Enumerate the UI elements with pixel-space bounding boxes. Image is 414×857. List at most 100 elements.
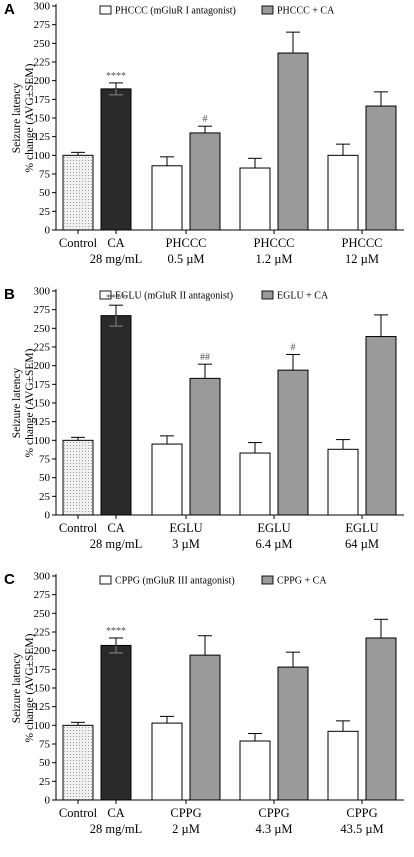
y-tick-label: 125 — [34, 131, 51, 143]
y-tick-label: 275 — [34, 19, 51, 31]
panel-letter: A — [4, 1, 15, 18]
bar-white — [327, 154, 359, 231]
y-axis-label: % change (AVG±SEM) — [24, 633, 36, 742]
bar-white — [151, 722, 183, 801]
bar-gray — [277, 369, 309, 516]
y-tick-label: 75 — [39, 454, 51, 466]
bar-gray — [365, 336, 397, 516]
y-tick-label: 225 — [34, 342, 51, 354]
bar-white — [327, 448, 359, 516]
chart-panel-c: C Seizure latency% change (AVG±SEM) 0 25 50 7… — [4, 571, 404, 836]
y-tick-label: 50 — [39, 187, 51, 199]
x-category-sublabel: 0.5 µM — [167, 252, 204, 266]
significance-annotation: **** — [106, 293, 126, 304]
y-tick-label: 300 — [34, 571, 51, 583]
bar-control — [62, 724, 94, 801]
legend-swatch — [99, 5, 112, 15]
x-category-label: Control — [59, 236, 98, 250]
bar-gray — [277, 52, 309, 231]
bar-white — [151, 165, 183, 231]
y-tick-label: 100 — [34, 720, 51, 732]
chart-panel-a: A Seizure latency% change (AVG±SEM) 0 25 50 7… — [4, 1, 404, 266]
y-tick-label: 225 — [34, 57, 51, 69]
x-category-label: PHCCC — [254, 236, 295, 250]
bar-gray — [365, 105, 397, 231]
y-tick-label: 25 — [39, 776, 51, 788]
bar-control — [62, 154, 94, 231]
x-category-sublabel: 4.3 µM — [255, 822, 292, 836]
y-tick-label: 300 — [34, 1, 51, 13]
x-category-sublabel: 28 mg/mL — [90, 537, 142, 551]
y-tick-label: 0 — [45, 510, 51, 522]
y-tick-label: 0 — [45, 795, 51, 807]
bar-gray — [189, 654, 221, 801]
y-tick-label: 200 — [34, 360, 51, 372]
legend-swatch — [261, 290, 274, 300]
y-tick-label: 275 — [34, 304, 51, 316]
bar-gray — [365, 637, 397, 801]
legend-label: CPPG (mGluR III antagonist) — [115, 576, 235, 587]
significance-annotation: # — [291, 342, 296, 353]
x-category-label: CA — [107, 806, 124, 820]
y-tick-label: 75 — [39, 169, 51, 181]
y-tick-label: 275 — [34, 589, 51, 601]
y-tick-label: 200 — [34, 645, 51, 657]
legend-swatch — [261, 575, 274, 585]
y-tick-label: 100 — [34, 150, 51, 162]
x-category-sublabel: 3 µM — [172, 537, 200, 551]
significance-annotation: **** — [106, 626, 126, 637]
x-category-label: CA — [107, 521, 124, 535]
y-tick-label: 25 — [39, 206, 51, 218]
y-tick-label: 175 — [34, 664, 51, 676]
legend-label: CPPG + CA — [277, 576, 327, 587]
x-category-label: EGLU — [257, 521, 290, 535]
legend-label: EGLU + CA — [277, 291, 329, 302]
bar-dark — [100, 88, 132, 231]
x-category-label: Control — [59, 521, 98, 535]
x-category-sublabel: 6.4 µM — [255, 537, 292, 551]
y-tick-label: 150 — [34, 113, 51, 125]
x-category-sublabel: 64 µM — [345, 537, 379, 551]
y-tick-label: 175 — [34, 94, 51, 106]
bar-gray — [189, 132, 221, 231]
bar-dark — [100, 644, 132, 801]
x-category-sublabel: 28 mg/mL — [90, 252, 142, 266]
y-tick-label: 200 — [34, 75, 51, 87]
y-tick-label: 250 — [34, 323, 51, 335]
y-axis-label: % change (AVG±SEM) — [24, 63, 36, 172]
bar-control — [62, 439, 94, 516]
x-category-label: CA — [107, 236, 124, 250]
x-category-label: Control — [59, 806, 98, 820]
bar-white — [151, 443, 183, 516]
y-tick-label: 150 — [34, 683, 51, 695]
y-tick-label: 150 — [34, 398, 51, 410]
legend-label: EGLU (mGluR II antagonist) — [115, 291, 233, 302]
y-tick-label: 250 — [34, 38, 51, 50]
y-tick-label: 75 — [39, 739, 51, 751]
x-category-label: CPPG — [258, 806, 289, 820]
legend-label: PHCCC + CA — [277, 6, 335, 17]
y-tick-label: 100 — [34, 435, 51, 447]
y-tick-label: 175 — [34, 379, 51, 391]
y-tick-label: 0 — [45, 225, 51, 237]
bar-gray — [277, 666, 309, 801]
panel-letter: B — [4, 286, 15, 303]
significance-annotation: **** — [106, 71, 126, 82]
y-tick-label: 50 — [39, 472, 51, 484]
x-category-sublabel: 28 mg/mL — [90, 822, 142, 836]
bar-white — [239, 167, 271, 231]
legend-swatch — [261, 5, 274, 15]
x-category-label: EGLU — [345, 521, 378, 535]
y-tick-label: 125 — [34, 701, 51, 713]
bar-white — [239, 452, 271, 516]
bar-white — [327, 730, 359, 801]
y-tick-label: 50 — [39, 757, 51, 769]
legend-label: PHCCC (mGluR I antagonist) — [115, 6, 236, 17]
legend-swatch — [99, 575, 112, 585]
x-category-sublabel: 1.2 µM — [255, 252, 292, 266]
x-category-label: CPPG — [346, 806, 377, 820]
y-tick-label: 225 — [34, 627, 51, 639]
legend-swatch — [99, 290, 112, 300]
bar-dark — [100, 315, 132, 516]
